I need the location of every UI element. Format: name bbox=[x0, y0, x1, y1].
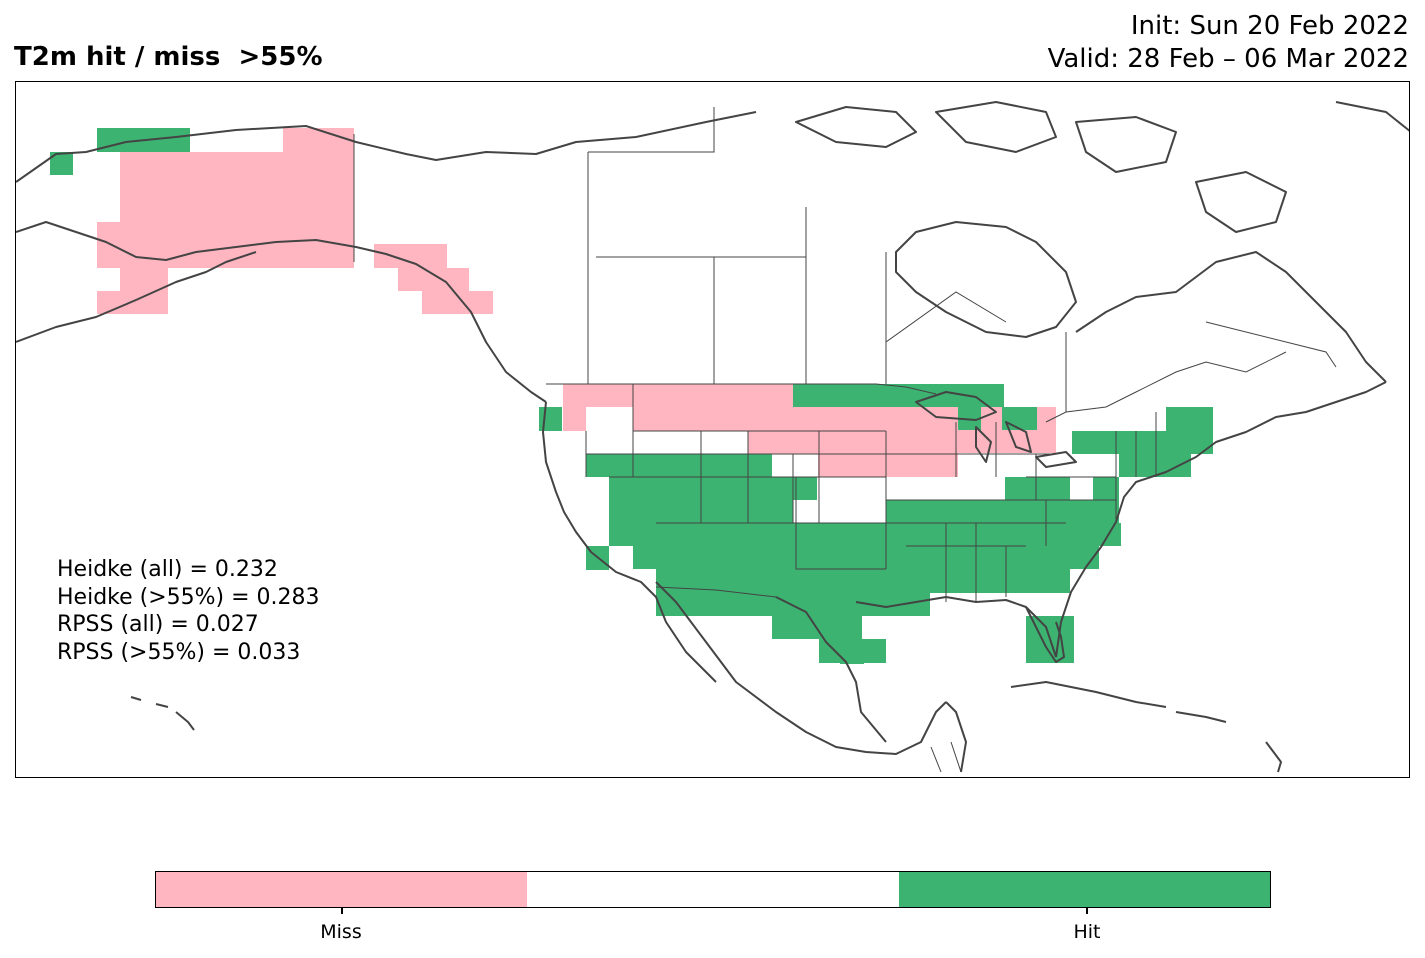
hit-cell bbox=[1166, 407, 1213, 454]
hit-cell bbox=[701, 454, 772, 477]
legend-colorbar bbox=[155, 871, 1271, 908]
miss-cell bbox=[398, 268, 469, 291]
rpss-55: RPSS (>55%) = 0.033 bbox=[57, 639, 301, 665]
miss-cell bbox=[748, 431, 782, 454]
miss-cell bbox=[563, 384, 586, 431]
coastlines bbox=[16, 101, 1409, 773]
hit-cell bbox=[609, 477, 817, 500]
legend-label-hit: Hit bbox=[1073, 921, 1101, 943]
hit-cell bbox=[1119, 454, 1191, 477]
miss-cell bbox=[1002, 430, 1037, 453]
miss-cell bbox=[586, 384, 633, 407]
heidke-all: Heidke (all) = 0.232 bbox=[57, 557, 278, 582]
hit-cells bbox=[50, 128, 1213, 664]
hit-cell bbox=[958, 407, 981, 430]
hit-cell bbox=[539, 407, 562, 431]
miss-cell bbox=[189, 152, 283, 268]
forecast-map bbox=[15, 81, 1410, 778]
map-title: T2m hit / miss >55% bbox=[14, 42, 323, 72]
miss-cell bbox=[422, 291, 493, 314]
date-info: Init: Sun 20 Feb 2022 Valid: 28 Feb – 06… bbox=[1048, 10, 1409, 76]
map-canvas bbox=[16, 101, 1409, 773]
miss-cell bbox=[120, 268, 168, 291]
valid-date: Valid: 28 Feb – 06 Mar 2022 bbox=[1047, 44, 1409, 74]
hit-cell bbox=[50, 152, 73, 175]
init-date: Init: Sun 20 Feb 2022 bbox=[1130, 11, 1409, 41]
legend-tick-hit bbox=[1086, 907, 1088, 914]
hit-cell bbox=[1026, 546, 1099, 569]
miss-cell bbox=[633, 384, 793, 431]
miss-cell bbox=[818, 454, 958, 477]
miss-cell bbox=[283, 128, 354, 268]
hit-cell bbox=[793, 384, 1004, 407]
hit-cell bbox=[609, 523, 889, 546]
legend-neutral-swatch bbox=[527, 872, 899, 907]
legend-tick-miss bbox=[341, 907, 343, 914]
rpss-all: RPSS (all) = 0.027 bbox=[57, 612, 259, 637]
miss-cell bbox=[374, 244, 447, 268]
statistics-box: Heidke (all) = 0.232 Heidke (>55%) = 0.2… bbox=[57, 556, 320, 666]
legend-label-miss: Miss bbox=[320, 921, 362, 943]
hit-cell bbox=[656, 569, 1057, 593]
legend-miss-swatch bbox=[156, 872, 528, 907]
heidke-55: Heidke (>55%) = 0.283 bbox=[57, 584, 320, 610]
hit-cell bbox=[1005, 477, 1070, 500]
borders bbox=[353, 107, 1337, 773]
miss-cell bbox=[97, 222, 120, 268]
miss-cells bbox=[97, 128, 1056, 477]
hit-cell bbox=[633, 546, 1057, 569]
legend-hit-swatch bbox=[898, 872, 1270, 907]
hit-cell bbox=[1046, 569, 1070, 593]
